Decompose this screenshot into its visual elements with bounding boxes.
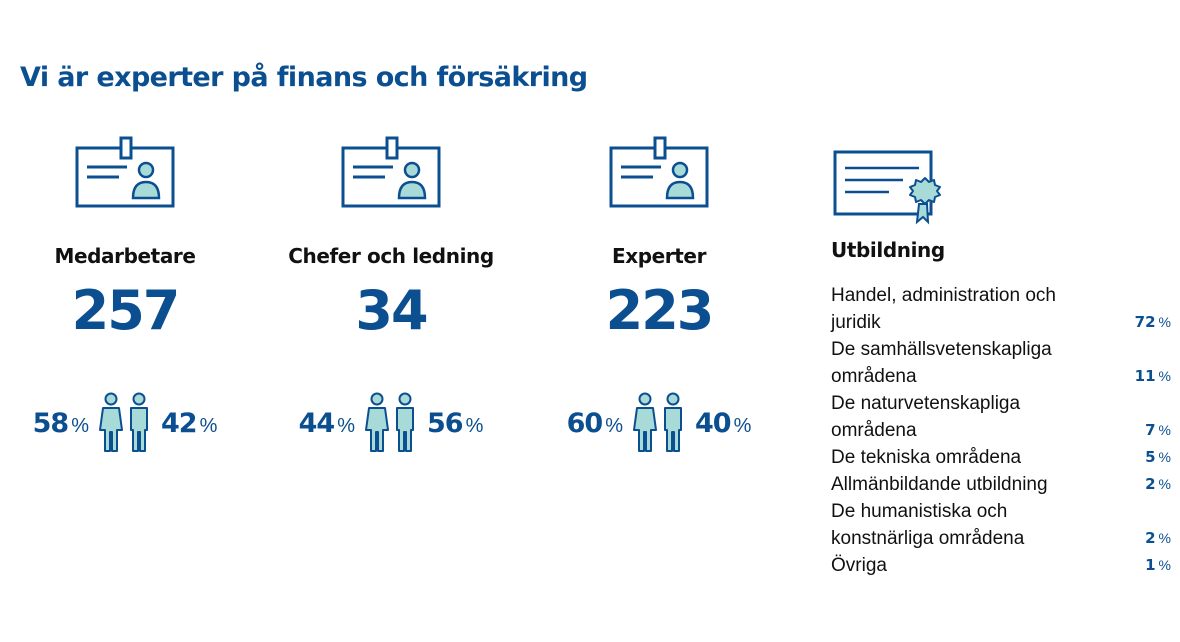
stat-label: Chefer och ledning [288, 244, 494, 268]
page-title: Vi är experter på finans och försäkring [20, 62, 588, 93]
percent-symbol: % [1158, 557, 1171, 573]
list-item: Övriga 1% [831, 552, 1171, 579]
education-pct: 2 [1145, 475, 1156, 493]
women-pct: 58 [32, 407, 70, 439]
education-field: De naturvetenskapliga områdena [831, 393, 1021, 441]
education-pct: 72 [1134, 313, 1156, 331]
list-item: De tekniska områdena 5% [831, 444, 1171, 471]
education-field: Allmänbildande utbildning [831, 474, 1048, 495]
education-pct: 1 [1145, 556, 1156, 574]
percent-symbol: % [1158, 449, 1171, 465]
stat-label: Experter [611, 244, 707, 268]
education-section: Utbildning Handel, administration och ju… [831, 146, 1171, 579]
list-item: Allmänbildande utbildning 2% [831, 471, 1171, 498]
percent-symbol: % [337, 414, 355, 437]
stat-label: Medarbetare [54, 244, 196, 268]
percent-symbol: % [1158, 314, 1171, 330]
percent-symbol: % [733, 414, 752, 437]
gender-split: 58% 42% [0, 392, 250, 454]
list-item: De naturvetenskapliga områdena 7% [831, 390, 1171, 444]
stat-value: 257 [71, 279, 181, 342]
percent-symbol: % [1158, 476, 1171, 492]
percent-symbol: % [1158, 530, 1171, 546]
men-pct: 40 [695, 407, 732, 439]
women-pct: 44 [298, 407, 336, 439]
stat-value: 223 [605, 279, 715, 342]
education-pct: 11 [1134, 367, 1156, 385]
education-field: Övriga [831, 555, 887, 576]
percent-symbol: % [1158, 368, 1171, 384]
id-badge-icon [75, 136, 175, 208]
education-field: De samhällsvetenskapliga områdena [831, 339, 1052, 387]
percent-symbol: % [199, 414, 218, 437]
percent-symbol: % [465, 414, 484, 437]
list-item: De humanistiska och konstnärliga områden… [831, 498, 1171, 552]
percent-symbol: % [1158, 422, 1171, 438]
education-pct: 2 [1145, 529, 1156, 547]
education-pct: 5 [1145, 448, 1156, 466]
list-item: Handel, administration och juridik 72% [831, 282, 1171, 336]
gender-split: 60% 40% [534, 392, 784, 454]
diploma-icon [833, 150, 941, 225]
woman-man-icon [365, 392, 414, 452]
men-pct: 42 [161, 407, 198, 439]
education-pct: 7 [1145, 421, 1156, 439]
stat-value: 34 [355, 279, 428, 342]
education-heading: Utbildning [831, 238, 945, 262]
id-badge-icon [609, 136, 709, 208]
stat-experter: Experter 223 60% 40% [534, 134, 784, 454]
education-field: Handel, administration och juridik [831, 285, 1056, 333]
education-list: Handel, administration och juridik 72% D… [831, 282, 1171, 579]
woman-man-icon [99, 392, 148, 452]
stat-chefer-och-ledning: Chefer och ledning 34 44% 56% [266, 134, 516, 454]
woman-man-icon [633, 392, 682, 452]
stat-medarbetare: Medarbetare 257 58% 42% [0, 134, 250, 454]
list-item: De samhällsvetenskapliga områdena 11% [831, 336, 1171, 390]
men-pct: 56 [427, 407, 464, 439]
gender-split: 44% 56% [266, 392, 516, 454]
education-field: De tekniska områdena [831, 447, 1022, 468]
women-pct: 60 [566, 407, 604, 439]
percent-symbol: % [71, 414, 89, 437]
id-badge-icon [341, 136, 441, 208]
education-field: De humanistiska och konstnärliga områden… [831, 501, 1025, 549]
percent-symbol: % [605, 414, 623, 437]
